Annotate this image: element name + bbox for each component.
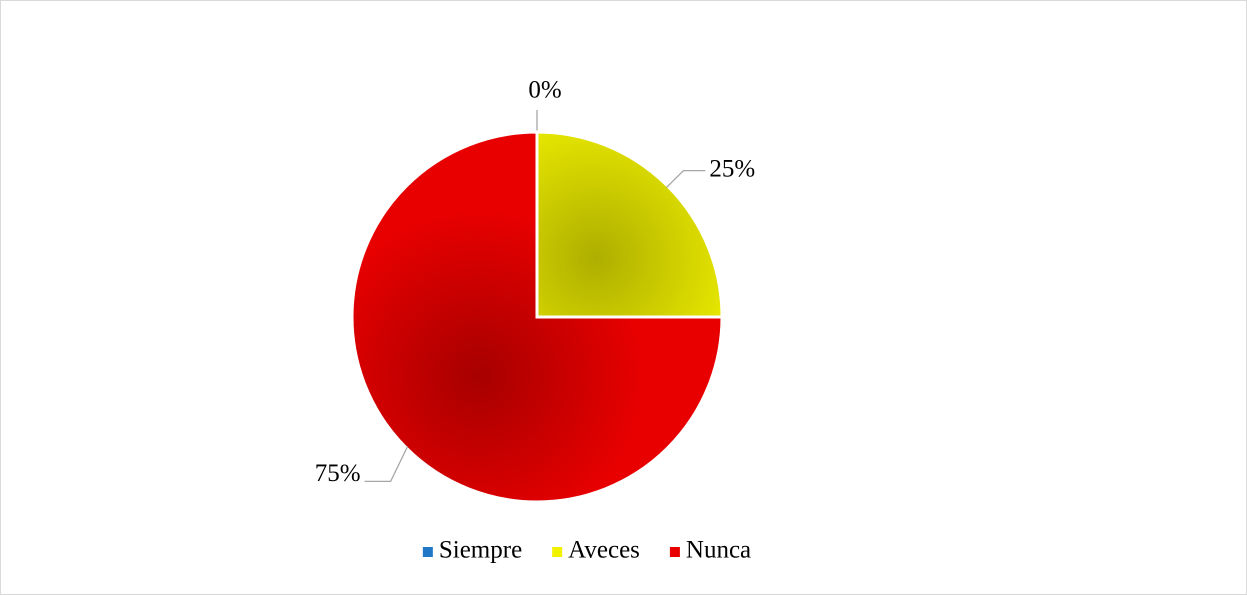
legend-swatch <box>669 547 680 557</box>
leader-line <box>665 169 706 189</box>
data-label: 75% <box>315 460 361 487</box>
legend-swatch <box>422 547 433 557</box>
legend-label: Aveces <box>568 537 640 564</box>
legend-label: Siempre <box>439 537 522 564</box>
data-label: 0% <box>528 77 561 104</box>
legend-label: Nunca <box>686 537 751 564</box>
leader-line <box>364 446 409 483</box>
data-label: 25% <box>709 155 755 182</box>
legend: Siempre Aveces Nunca <box>422 537 751 564</box>
legend-swatch <box>552 547 563 557</box>
